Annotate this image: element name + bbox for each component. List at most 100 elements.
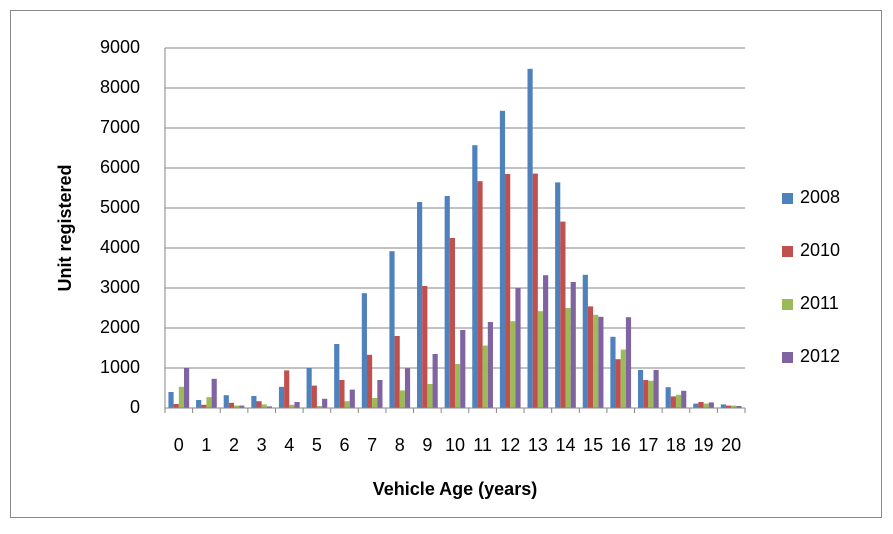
bar [499, 110, 506, 409]
bar [206, 397, 212, 408]
x-tick-label: 3 [257, 435, 267, 455]
bar [720, 404, 727, 408]
bar [510, 321, 516, 408]
bar [239, 405, 245, 408]
bar [560, 221, 566, 408]
bar [339, 380, 345, 408]
x-tick-label: 6 [340, 435, 350, 455]
bar [693, 403, 699, 408]
bar [389, 251, 395, 408]
bar [266, 406, 273, 408]
bar [472, 145, 478, 408]
bar [294, 402, 300, 408]
bar [306, 368, 312, 408]
legend-label: 2011 [800, 293, 839, 313]
bar [537, 311, 544, 408]
bar [178, 386, 184, 408]
bar [665, 387, 671, 408]
bar [284, 370, 290, 408]
bar [543, 275, 549, 408]
bar [349, 389, 355, 408]
legend-swatch [782, 246, 793, 257]
y-tick-label: 7000 [100, 117, 140, 137]
bar [582, 274, 588, 408]
bar [703, 403, 709, 408]
x-tick-label: 12 [500, 435, 520, 455]
bar [278, 386, 285, 408]
bar [505, 174, 511, 408]
y-tick-label: 3000 [100, 277, 140, 297]
bar [532, 173, 538, 408]
x-tick-label: 10 [445, 435, 465, 455]
bar [366, 354, 373, 408]
bar [289, 404, 295, 408]
bar [228, 402, 235, 408]
legend-swatch [782, 299, 793, 310]
bar [625, 317, 632, 408]
bar [736, 406, 742, 408]
bar [708, 402, 714, 408]
x-tick-label: 1 [201, 435, 211, 455]
bar [427, 384, 433, 408]
x-axis-title: Vehicle Age (years) [373, 479, 537, 499]
x-tick-label: 2 [229, 435, 239, 455]
bar [698, 402, 704, 408]
legend-swatch [782, 352, 793, 363]
bar [311, 385, 317, 408]
y-tick-label: 9000 [100, 37, 140, 57]
bar [449, 238, 455, 408]
bar [183, 368, 190, 408]
bar [422, 286, 428, 408]
bar [726, 405, 732, 408]
y-tick-label: 1000 [100, 357, 140, 377]
x-tick-label: 14 [555, 435, 575, 455]
x-tick-label: 8 [395, 435, 405, 455]
bar [399, 390, 405, 408]
bar [251, 396, 257, 408]
bar [610, 336, 616, 408]
bar [587, 306, 594, 408]
bar [555, 182, 561, 408]
x-tick-label: 17 [638, 435, 658, 455]
bar [417, 202, 423, 408]
bar [675, 394, 682, 408]
x-tick-label: 11 [473, 435, 492, 455]
bar [598, 316, 604, 408]
bar [322, 398, 328, 408]
bar [643, 380, 649, 408]
x-tick-label: 19 [694, 435, 714, 455]
legend-label: 2010 [800, 240, 840, 260]
x-tick-label: 5 [312, 435, 322, 455]
x-tick-label: 20 [721, 435, 741, 455]
legend-label: 2008 [800, 187, 840, 207]
y-tick-label: 4000 [100, 237, 140, 257]
bar [455, 364, 461, 408]
x-tick-label: 15 [583, 435, 603, 455]
bar [404, 368, 411, 408]
legend-label: 2012 [800, 346, 840, 366]
y-tick-label: 5000 [100, 197, 140, 217]
bar [432, 354, 438, 408]
bar [256, 401, 262, 408]
x-tick-label: 16 [611, 435, 631, 455]
bar [681, 390, 687, 408]
y-axis-title: Unit registered [55, 164, 75, 291]
bar [196, 400, 202, 408]
bar [394, 336, 400, 408]
bar [653, 370, 659, 408]
bar [372, 398, 378, 408]
bar [615, 359, 621, 408]
y-tick-label: 8000 [100, 77, 140, 97]
bar [482, 345, 488, 408]
x-tick-label: 18 [666, 435, 686, 455]
bar [620, 349, 626, 408]
bar [334, 344, 340, 408]
bar [377, 380, 383, 408]
bar [344, 401, 350, 408]
bar [201, 404, 207, 408]
bar [670, 396, 676, 408]
bar [444, 196, 450, 408]
legend-swatch [782, 193, 793, 204]
bar [223, 395, 229, 408]
